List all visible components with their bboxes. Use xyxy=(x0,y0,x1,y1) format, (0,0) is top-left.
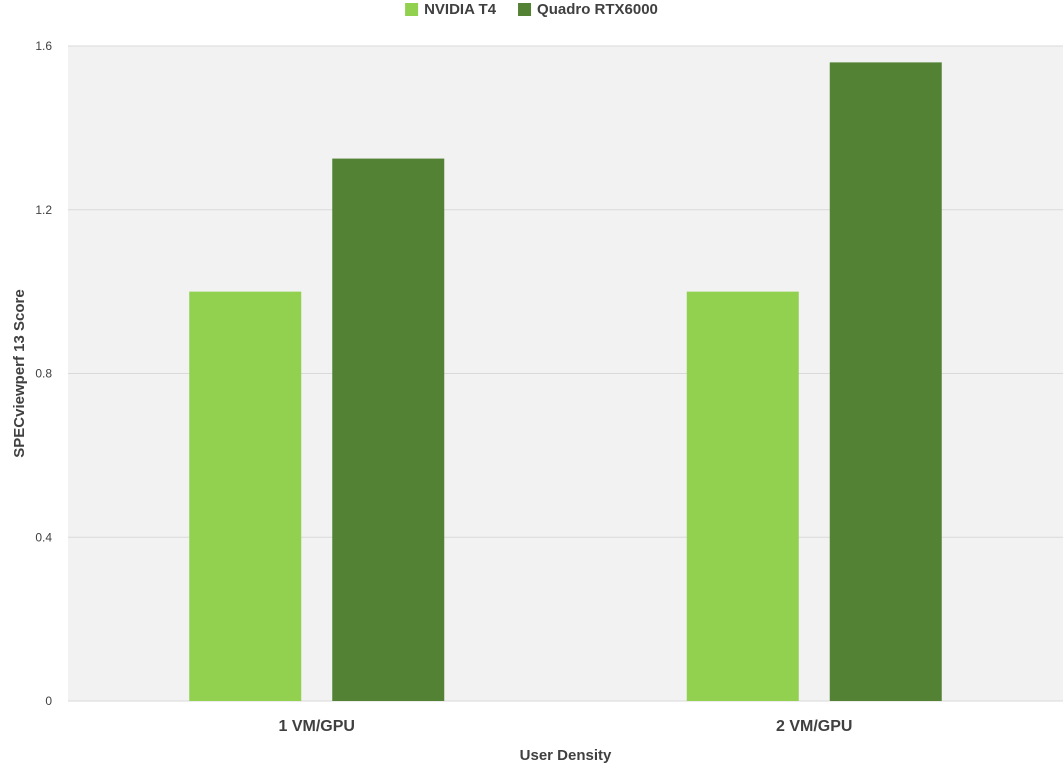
legend-swatch xyxy=(405,3,419,16)
bars xyxy=(189,62,942,701)
x-category-label: 1 VM/GPU xyxy=(279,718,355,735)
legend-item: NVIDIA T4 xyxy=(405,1,497,18)
x-category-label: 2 VM/GPU xyxy=(776,718,852,735)
x-axis-categories: 1 VM/GPU 2 VM/GPU xyxy=(279,718,853,735)
y-tick-label: 0.8 xyxy=(35,367,52,381)
bar xyxy=(332,158,445,701)
legend-label: NVIDIA T4 xyxy=(424,1,497,18)
legend-item: Quadro RTX6000 xyxy=(518,1,658,18)
legend: NVIDIA T4 Quadro RTX6000 xyxy=(405,1,658,18)
y-tick-label: 0 xyxy=(45,694,52,708)
legend-swatch xyxy=(518,3,532,16)
y-axis-ticks: 0 0.4 0.8 1.2 1.6 xyxy=(35,39,52,708)
bar xyxy=(829,62,942,701)
x-axis-title: User Density xyxy=(520,747,612,764)
y-tick-label: 1.2 xyxy=(35,203,52,217)
legend-label: Quadro RTX6000 xyxy=(537,1,658,18)
bar xyxy=(686,291,799,701)
y-tick-label: 0.4 xyxy=(35,530,52,544)
bar xyxy=(189,291,302,701)
y-tick-label: 1.6 xyxy=(35,39,52,53)
y-axis-title: SPECviewperf 13 Score xyxy=(11,289,28,457)
